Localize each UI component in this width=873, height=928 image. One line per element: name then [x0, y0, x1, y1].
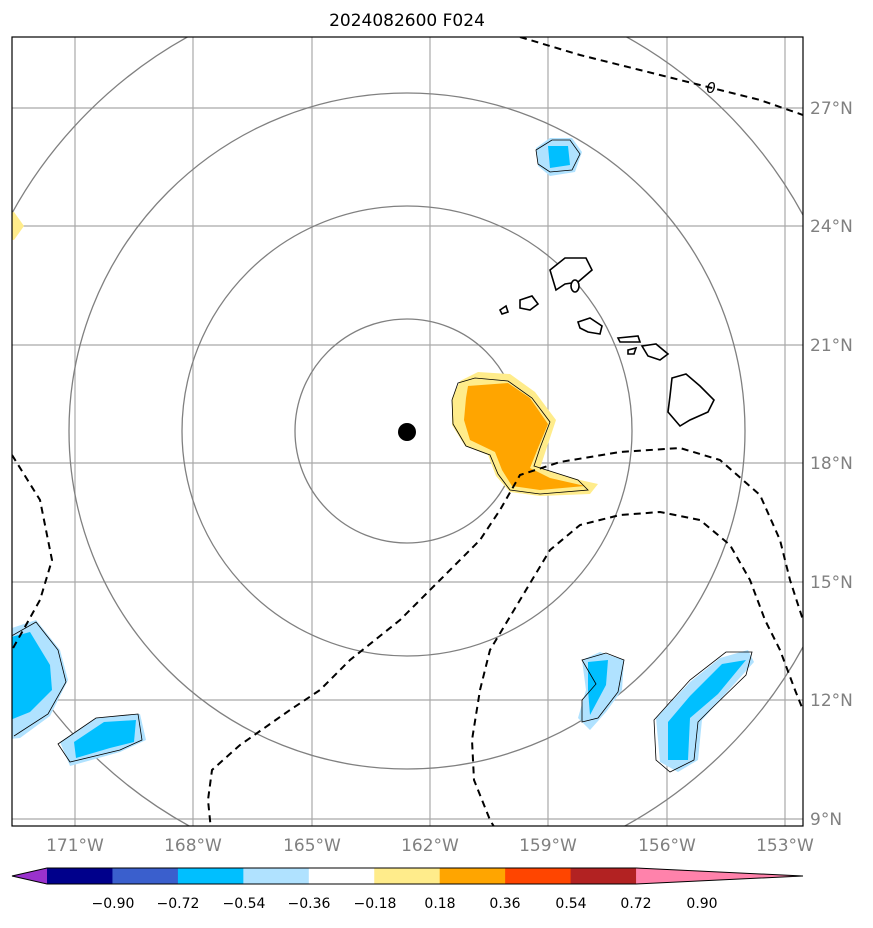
colorbar-tick-label: 0.72 — [620, 896, 651, 912]
colorbar-swatch — [439, 868, 506, 884]
y-tick-label: 15°N — [810, 573, 853, 593]
colorbar-swatch — [374, 868, 441, 884]
y-tick-label: 21°N — [810, 336, 853, 356]
y-tick-label: 27°N — [810, 99, 853, 119]
y-tick-label: 18°N — [810, 454, 853, 474]
colorbar-swatch — [243, 868, 310, 884]
colorbar-labels: −0.90 −0.72 −0.54 −0.36 −0.18 0.18 0.36 … — [92, 896, 718, 912]
colorbar-tick-label: −0.54 — [223, 896, 266, 912]
contour-zero-label: 0 — [706, 79, 716, 97]
x-tick-label: 171°W — [46, 836, 104, 856]
map-area: 0 — [12, 37, 803, 826]
colorbar-tick-label: −0.72 — [157, 896, 200, 912]
colorbar-outline — [11, 867, 804, 885]
x-tick-label: 156°W — [638, 836, 696, 856]
colorbar-tick-label: 0.36 — [489, 896, 520, 912]
coastlines — [498, 257, 715, 428]
y-tick-label: 12°N — [810, 691, 853, 711]
colorbar-tick-label: 0.90 — [686, 896, 717, 912]
colorbar-swatch — [177, 868, 244, 884]
x-tick-label: 162°W — [401, 836, 459, 856]
storm-center-marker — [398, 423, 416, 441]
colorbar-tick-label: −0.18 — [354, 896, 397, 912]
x-tick-label: 165°W — [283, 836, 341, 856]
colorbar-swatch — [47, 868, 113, 884]
y-tick-label: 9°N — [810, 810, 842, 830]
colorbar — [11, 867, 804, 885]
colorbar-extend-min — [12, 868, 47, 884]
x-tick-label: 168°W — [164, 836, 222, 856]
colorbar-tick-label: −0.36 — [288, 896, 331, 912]
range-rings — [12, 37, 803, 826]
y-axis-labels: 9°N 12°N 15°N 18°N 21°N 24°N 27°N — [810, 99, 853, 830]
colorbar-swatch — [112, 868, 179, 884]
colorbar-tick-label: 0.18 — [424, 896, 455, 912]
x-tick-label: 159°W — [519, 836, 577, 856]
dashed-contours — [12, 37, 803, 826]
map-title: 2024082600 F024 — [329, 11, 485, 31]
x-tick-label: 153°W — [756, 836, 814, 856]
colorbar-swatch — [505, 868, 572, 884]
colorbar-swatch — [308, 868, 375, 884]
negative-anomaly-blobs — [12, 138, 754, 773]
colorbar-extend-max — [636, 868, 803, 884]
colorbar-swatch — [570, 868, 637, 884]
y-tick-label: 24°N — [810, 217, 853, 237]
x-axis-labels: 171°W 168°W 165°W 162°W 159°W 156°W 153°… — [46, 836, 814, 856]
map-frame — [11, 36, 804, 827]
positive-anomaly-blob — [12, 212, 598, 496]
colorbar-tick-label: −0.90 — [92, 896, 135, 912]
colorbar-tick-label: 0.54 — [555, 896, 586, 912]
